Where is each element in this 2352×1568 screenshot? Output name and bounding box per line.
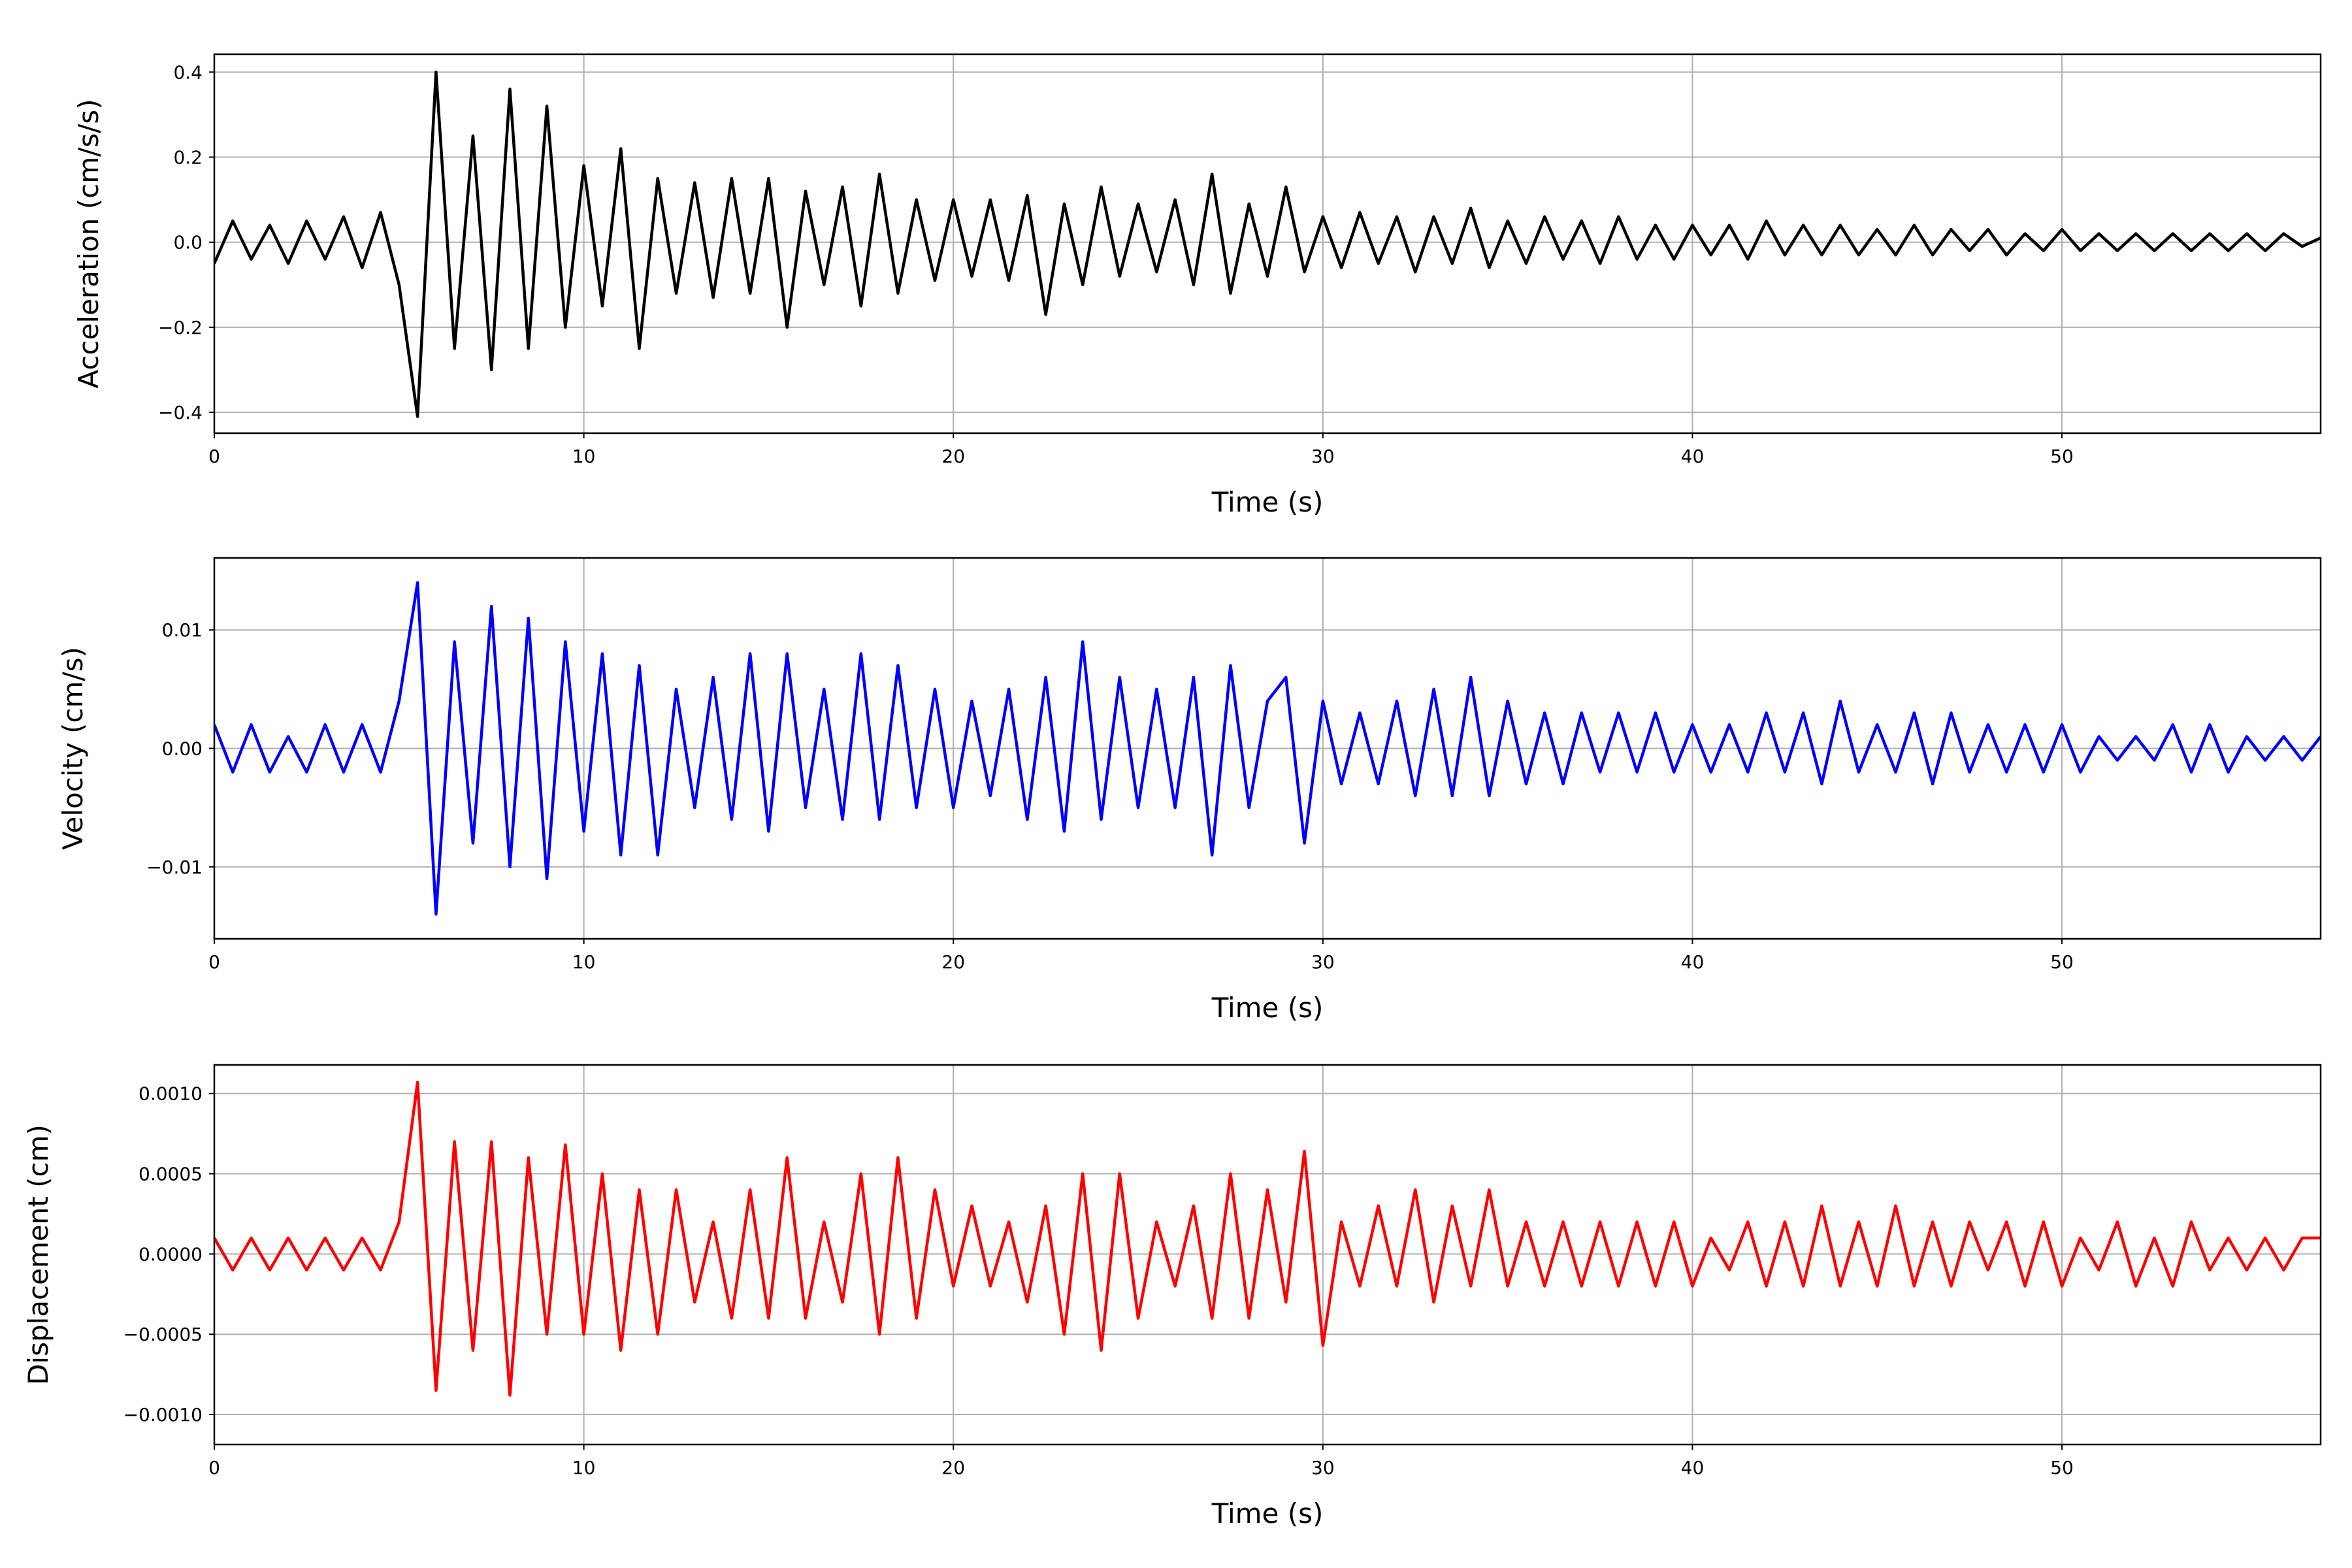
x-tick-label: 20 <box>941 1457 965 1478</box>
x-tick-label: 10 <box>572 1457 596 1478</box>
signal-line <box>214 581 2321 916</box>
y-tick-label: 0.0000 <box>139 1243 203 1265</box>
x-tick-label: 40 <box>1681 446 1705 467</box>
x-tick-label: 40 <box>1681 1457 1705 1478</box>
y-tick-label: 0.2 <box>173 147 203 169</box>
x-tick-label: 40 <box>1681 951 1705 973</box>
y-tick-label: −0.0005 <box>123 1324 203 1345</box>
x-tick-label: 20 <box>941 446 965 467</box>
y-tick-label: −0.4 <box>158 402 203 423</box>
y-tick-label: 0.00 <box>162 738 203 760</box>
x-axis-label: Time (s) <box>1211 486 1324 518</box>
x-tick-label: 0 <box>208 1457 220 1478</box>
axes-frame <box>213 557 2322 940</box>
x-tick-label: 30 <box>1311 446 1335 467</box>
axes-frame <box>213 1064 2322 1446</box>
y-tick-label: 0.0010 <box>139 1083 203 1105</box>
x-tick-label: 50 <box>2050 446 2074 467</box>
signal-line <box>214 71 2321 418</box>
x-tick-label: 10 <box>572 446 596 467</box>
x-axis-label: Time (s) <box>1211 992 1324 1024</box>
signal-line <box>214 1081 2321 1397</box>
y-tick-label: −0.2 <box>158 317 203 338</box>
x-tick-label: 10 <box>572 951 596 973</box>
y-tick-label: 0.0 <box>173 232 203 253</box>
y-tick-label: 0.4 <box>173 61 203 83</box>
y-tick-label: 0.01 <box>162 619 203 641</box>
y-axis-label: Velocity (cm/s) <box>57 647 89 850</box>
x-tick-label: 0 <box>208 951 220 973</box>
x-axis-label: Time (s) <box>1211 1497 1324 1529</box>
x-tick-label: 20 <box>941 951 965 973</box>
y-axis-label: Displacement (cm) <box>22 1124 54 1385</box>
x-tick-label: 50 <box>2050 1457 2074 1478</box>
y-axis-label: Acceleration (cm/s/s) <box>73 99 105 388</box>
y-tick-label: −0.0010 <box>123 1404 203 1426</box>
x-tick-label: 0 <box>208 446 220 467</box>
x-tick-label: 30 <box>1311 1457 1335 1478</box>
axes-frame <box>213 53 2322 434</box>
x-tick-label: 30 <box>1311 951 1335 973</box>
y-tick-label: 0.0005 <box>139 1164 203 1185</box>
y-tick-label: −0.01 <box>146 857 203 878</box>
x-tick-label: 50 <box>2050 951 2074 973</box>
